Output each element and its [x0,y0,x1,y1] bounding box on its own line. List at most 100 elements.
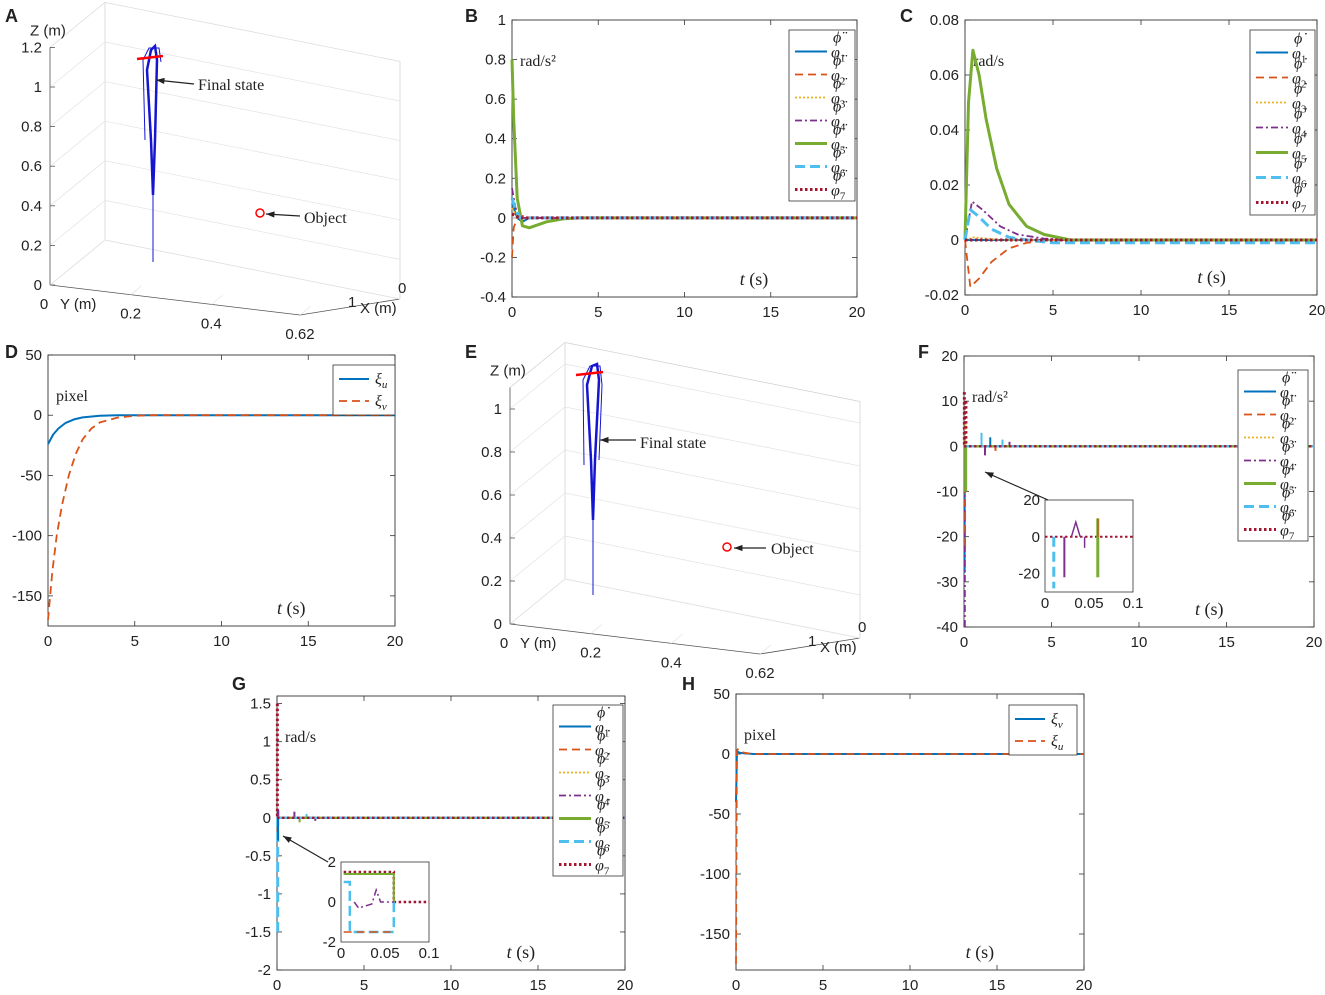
x-tick-label: 0 [508,304,516,321]
legend-label-2: ξu [1051,733,1064,753]
inset-series-6 [343,880,396,934]
y-tick-label: -0.4 [480,289,506,306]
axis-edge [759,637,861,655]
series-line-1 [47,414,395,445]
unit-label: pixel [56,388,89,405]
legend-box [1008,704,1078,756]
z-grid [509,449,566,496]
y-tick-label: 0.2 [580,645,601,662]
x-tick-label: 15 [300,633,317,650]
axis-edge [564,342,861,402]
y-tick-label: 0 [500,635,508,652]
z-grid [104,41,401,102]
legend: ϕ̇φ1ϕ̇φ2ϕ̇φ3ϕ̇φ4ϕ̇φ5ϕ̇φ6ϕ̇φ7 [1249,29,1316,216]
legend-label-7: φ7 [831,183,846,203]
legend-label-2: φ2 [1280,408,1294,428]
y-grid [299,305,312,316]
panel-label-b: B [465,6,478,26]
y-tick-label: -50 [708,806,730,823]
unit-label: pixel [744,727,777,744]
y-tick-label: 0.4 [661,654,682,671]
final-state-label: Final state [640,435,706,452]
y-tick-label: 0 [951,232,959,249]
x-axis-label: t (s) [966,942,995,963]
x-tick-label: 5 [360,977,368,994]
x-axis-label: t (s) [277,598,306,619]
legend-label-2: φ2 [595,743,609,763]
unit-label: rad/s [285,729,316,746]
final-state-arrow-head [156,77,165,84]
z-grid [564,449,861,510]
z-tick-label: 1 [494,401,502,418]
legend-label-5: φ5 [595,812,610,832]
z-grid [564,578,861,639]
z-grid [509,406,566,453]
z-tick-label: 0.4 [21,198,42,215]
y-tick-label: 0.62 [285,326,314,343]
z-tick-label: 0.2 [481,573,502,590]
panel-label-d: D [5,342,18,362]
y-tick-label: -1 [258,886,271,903]
x-tick-label: 0 [858,619,866,636]
y-tick-label: 0.04 [930,122,959,139]
z-grid [564,535,861,596]
x-tick-label: 15 [1218,634,1235,651]
y-tick-label: -50 [20,467,42,484]
y-tick-label: 0.06 [930,67,959,84]
legend-label-7: φ7 [595,858,610,878]
series-line-1 [735,750,1084,803]
y-tick-label: -150 [700,926,730,943]
x-tick-label: 5 [1047,634,1055,651]
x-tick-label: 15 [1221,302,1238,319]
z-grid [509,363,566,410]
z-grid [509,492,566,539]
inset-pointer-arrow-head [985,472,994,479]
x-tick-label: 15 [989,977,1006,994]
legend: ϕ̈φ1ϕ̈φ2ϕ̈φ3ϕ̈φ4ϕ̈φ5ϕ̈φ6ϕ̈φ7 [788,30,856,203]
legend-label-1: φ1 [831,45,845,65]
y-tick-label: 0 [263,810,271,827]
x-tick-label: 15 [762,304,779,321]
z-tick-label: 0.8 [481,444,502,461]
series-line-2 [511,215,857,258]
y-tick-label: -100 [12,528,42,545]
legend-label-1: φ1 [1280,385,1294,405]
z-grid [564,492,861,553]
inset-x-tick: 0.1 [419,945,440,962]
x-axis-label: t (s) [1195,599,1224,620]
x-axis-label: t (s) [740,269,769,290]
trajectory-path-thin [582,365,603,466]
x-tick-label: 0 [960,634,968,651]
legend-label-1: φ1 [1292,46,1306,66]
inset-bump [1070,519,1081,538]
z-tick-label: 0.6 [21,158,42,175]
legend-label-4: φ4 [831,114,846,134]
x-tick-label: 1 [808,633,816,650]
series-line-6 [963,208,1317,245]
z-tick-label: 0.8 [21,119,42,136]
panel-label-e: E [465,342,477,362]
y-tick-label: 1 [498,12,506,29]
x-tick-label: 0 [273,977,281,994]
inset-series-5 [343,873,395,902]
x-tick-label: 5 [131,633,139,650]
object-arrow-head [266,211,275,218]
inset-y-tick: 0 [328,894,336,911]
z-axis-label: Z (m) [30,22,66,39]
legend: ϕ̈φ1ϕ̈φ2ϕ̈φ3ϕ̈φ4ϕ̈φ5ϕ̈φ6ϕ̈φ7 [1237,370,1309,543]
inset-x-tick: 0 [1041,595,1049,612]
y-grid [590,624,602,634]
x-tick-label: 15 [530,977,547,994]
x-tick-label: 0 [961,302,969,319]
series-line-4 [964,200,1317,241]
legend-label-1: ξu [375,371,388,391]
trajectory-path-thin [142,47,162,141]
y-tick-label: 0.4 [201,315,222,332]
y-tick-label: 50 [25,347,42,364]
inset-y-tick: -2 [323,934,336,951]
